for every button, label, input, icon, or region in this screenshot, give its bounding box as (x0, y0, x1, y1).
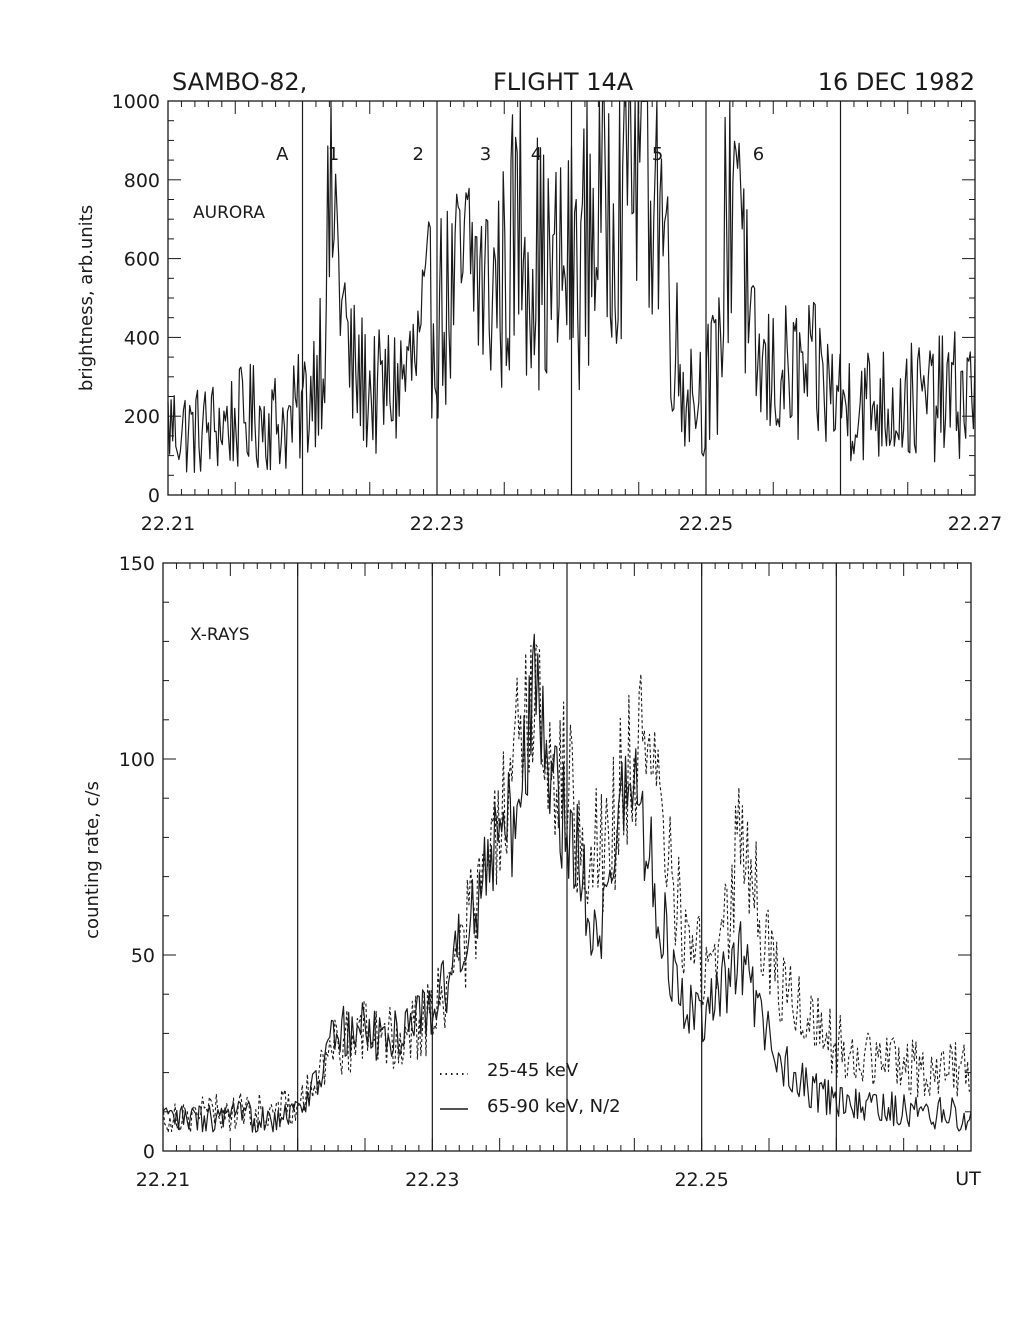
xray-y-axis-label: counting rate, c/s (82, 781, 103, 939)
xray-65-90kev-line (162, 633, 972, 1133)
aurora-x-tick-label: 22.27 (948, 513, 1002, 535)
aurora-x-tick-label: 22.25 (679, 513, 733, 535)
xray-legend: 25-45 keV 65-90 keV, N/2 (440, 1060, 621, 1117)
xray-x-tick-label: 22.21 (136, 1169, 190, 1191)
aurora-y-axis-label: brightness, arb.units (76, 205, 97, 391)
aurora-y-tick-label: 0 (148, 485, 160, 507)
xray-event-lines (297, 563, 837, 1151)
aurora-x-tick-label: 22.21 (141, 513, 195, 535)
aurora-event-label: 3 (480, 144, 491, 165)
aurora-event-lines (301, 101, 842, 495)
xray-y-tick-label: 0 (143, 1141, 155, 1163)
aurora-event-label: 6 (753, 144, 764, 165)
xray-series-group (162, 633, 972, 1133)
aurora-x-tick-label: 22.23 (410, 513, 464, 535)
xray-y-tick-label: 50 (131, 945, 155, 967)
aurora-event-label: A (276, 144, 289, 165)
aurora-series-group (167, 100, 976, 473)
aurora-y-tick-label: 1000 (112, 91, 160, 113)
xray-panel-label: X-RAYS (190, 625, 250, 645)
aurora-y-tick-label: 600 (124, 249, 160, 271)
xray-x-tick-label: 22.25 (674, 1169, 728, 1191)
header-flight: FLIGHT 14A (493, 68, 634, 96)
aurora-panel: 22.21 22.23 22.25 22.27 0 200 400 600 800 1000 A 1 2… (76, 91, 1002, 535)
aurora-tick-labels: 22.21 22.23 22.25 22.27 0 200 400 600 800 1000 A 1 2… (112, 91, 1003, 535)
header-program: SAMBO-82, (172, 68, 307, 96)
xray-x-tick-label: 22.23 (405, 1169, 459, 1191)
xray-y-tick-label: 150 (119, 553, 155, 575)
aurora-y-tick-label: 200 (124, 406, 160, 428)
xray-x-axis-label: UT (955, 1168, 981, 1190)
aurora-panel-label: AURORA (193, 203, 265, 223)
aurora-event-label: 4 (531, 144, 542, 165)
xray-y-tick-label: 100 (119, 749, 155, 771)
legend-label-25-45: 25-45 keV (487, 1060, 579, 1081)
xray-panel: 22.21 22.23 22.25 0 50 100 150 X-RAYS counting… (82, 553, 981, 1191)
header-date: 16 DEC 1982 (818, 68, 975, 96)
xray-tick-labels: 22.21 22.23 22.25 0 50 100 150 (119, 553, 729, 1191)
aurora-brightness-line (167, 100, 976, 473)
legend-label-65-90: 65-90 keV, N/2 (487, 1096, 621, 1117)
aurora-y-tick-label: 800 (124, 170, 160, 192)
aurora-event-label: 5 (652, 144, 663, 165)
aurora-y-tick-label: 400 (124, 327, 160, 349)
aurora-event-label: 2 (412, 144, 423, 165)
aurora-event-label: 1 (328, 144, 339, 165)
